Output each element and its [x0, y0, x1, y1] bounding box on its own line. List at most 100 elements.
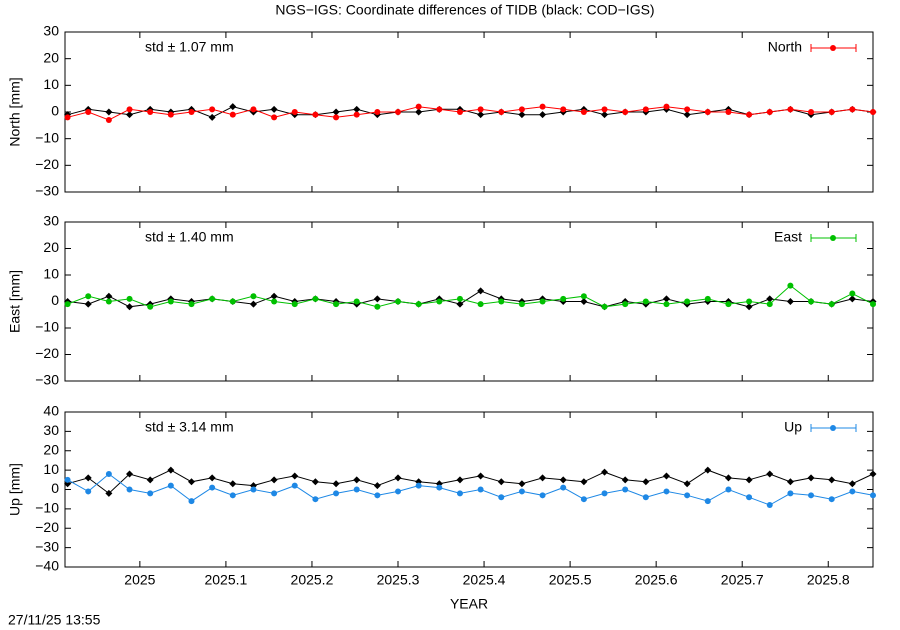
y-tick-label: 30: [43, 213, 59, 229]
point: [84, 474, 92, 482]
point: [270, 292, 278, 300]
point: [312, 111, 319, 118]
point: [209, 295, 216, 302]
point: [683, 480, 691, 488]
point: [704, 109, 711, 115]
point: [518, 488, 525, 495]
point: [208, 113, 216, 121]
point: [332, 480, 340, 488]
point: [642, 478, 650, 486]
point: [250, 293, 257, 300]
point: [683, 111, 691, 119]
y-tick-label: 0: [51, 103, 59, 119]
y-tick-label: 20: [43, 49, 59, 65]
point: [271, 298, 278, 305]
point: [208, 474, 216, 482]
point: [249, 300, 257, 308]
x-tick-label: 2025.1: [204, 572, 247, 588]
point: [167, 466, 175, 474]
point: [601, 111, 609, 119]
point: [105, 471, 112, 477]
point: [229, 298, 236, 305]
point: [560, 295, 567, 302]
chart-title: NGS−IGS: Coordinate differences of TIDB …: [275, 2, 654, 18]
point: [477, 486, 484, 493]
point: [311, 478, 319, 486]
point: [746, 298, 753, 305]
x-tick-label: 2025: [124, 572, 155, 588]
point: [725, 486, 732, 493]
point: [766, 301, 773, 308]
point: [250, 486, 257, 493]
point: [477, 301, 484, 308]
point: [787, 106, 794, 113]
point: [621, 476, 629, 484]
y-tick-label: 0: [51, 292, 59, 308]
point: [580, 293, 587, 300]
y-tick-label: 20: [43, 441, 59, 457]
point: [663, 488, 670, 495]
point: [828, 301, 835, 308]
point: [436, 298, 443, 305]
point: [333, 490, 340, 497]
point: [353, 105, 361, 113]
point: [580, 298, 588, 305]
point: [601, 490, 608, 497]
point: [250, 106, 257, 113]
point: [539, 474, 547, 482]
point: [394, 474, 402, 482]
point: [807, 474, 815, 482]
point: [560, 484, 567, 491]
point: [766, 470, 774, 478]
y-tick-label: 10: [43, 76, 59, 92]
point: [436, 106, 443, 113]
legend-label: North: [768, 39, 802, 55]
point: [766, 502, 773, 508]
y-axis-label: North [mm]: [7, 77, 23, 146]
plot-frame: [64, 411, 874, 568]
point: [848, 295, 856, 303]
y-tick-label: 0: [51, 480, 59, 496]
point: [560, 106, 567, 113]
annotation: std ± 3.14 mm: [145, 419, 234, 435]
point: [395, 488, 402, 495]
y-tick-label: 10: [43, 461, 59, 477]
point: [126, 295, 133, 302]
point: [580, 109, 587, 115]
x-axis-label: YEAR: [450, 596, 488, 612]
point: [395, 109, 402, 115]
point: [539, 103, 546, 110]
annotation: std ± 1.07 mm: [145, 39, 234, 55]
point: [745, 303, 753, 311]
point: [786, 478, 794, 486]
x-tick-label: 2025.4: [463, 572, 506, 588]
point: [229, 103, 237, 111]
point: [849, 488, 856, 495]
point: [188, 109, 195, 115]
point: [353, 298, 360, 305]
point: [848, 480, 856, 488]
point: [477, 472, 485, 480]
point: [333, 114, 340, 121]
point: [808, 298, 815, 305]
point: [808, 492, 815, 499]
point: [105, 298, 112, 305]
point: [684, 106, 691, 113]
point: [662, 472, 670, 480]
point: [126, 470, 134, 478]
point: [477, 106, 484, 113]
y-tick-label: −10: [35, 129, 59, 145]
point: [662, 295, 670, 303]
x-tick-label: 2025.3: [377, 572, 420, 588]
point: [85, 109, 92, 115]
point: [312, 496, 319, 503]
y-axis-label: East [mm]: [7, 270, 23, 333]
point: [870, 301, 876, 308]
point: [870, 109, 876, 115]
point: [518, 111, 526, 119]
point: [146, 476, 154, 484]
y-tick-label: 10: [43, 266, 59, 282]
point: [332, 108, 340, 116]
legend-swatch: [830, 235, 836, 241]
point: [786, 298, 794, 305]
